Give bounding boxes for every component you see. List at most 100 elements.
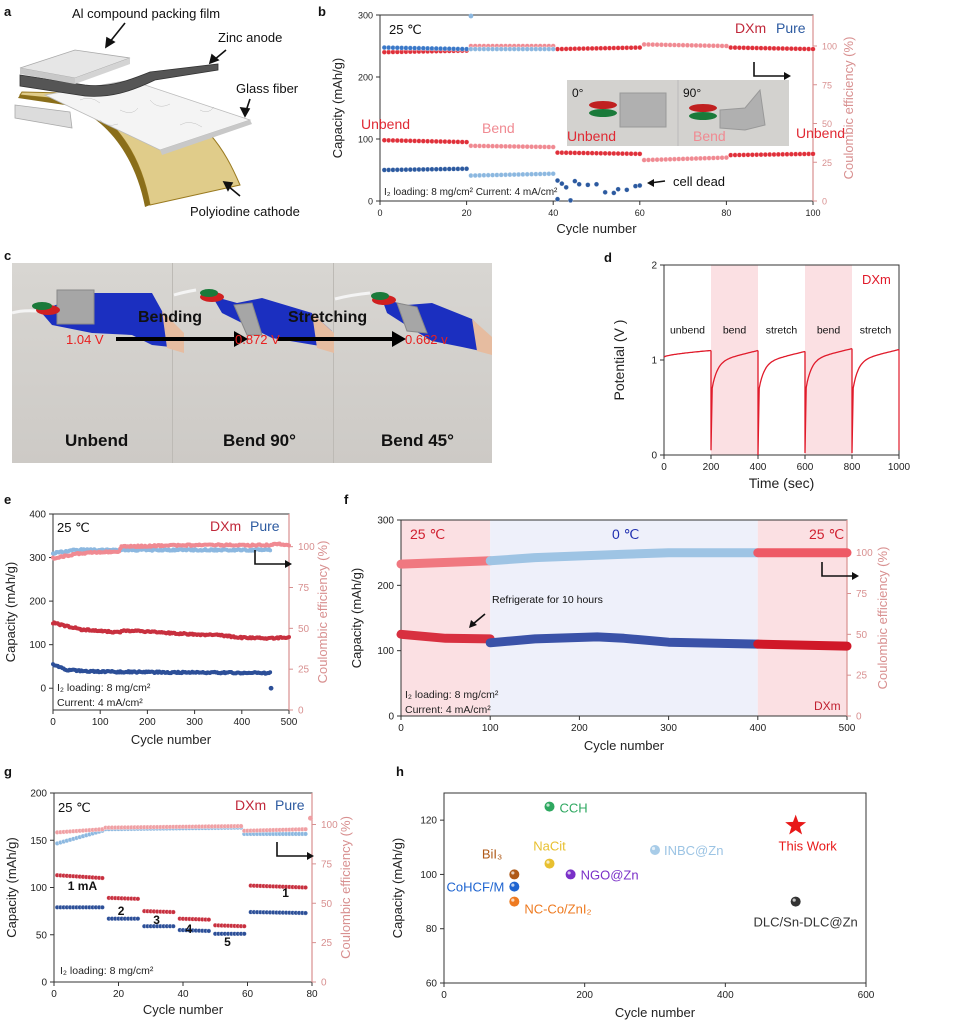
dxm-ce-point <box>811 47 816 52</box>
x-tick-label: 500 <box>839 723 856 734</box>
y-tick-label: 50 <box>36 930 48 941</box>
y2-tick-label: 100 <box>321 820 338 831</box>
pure-capacity-point <box>242 932 246 936</box>
point-label-bii-: BiI₃ <box>482 846 502 861</box>
point-marker-nacit <box>545 859 555 869</box>
pure-capacity-point <box>268 670 272 674</box>
x-tick-label: 80 <box>721 208 731 218</box>
x-tick-label: 60 <box>242 989 254 1000</box>
loading-note: I₂ loading: 8 mg/cm² <box>57 682 151 694</box>
point-label-nacit: NaCit <box>533 839 566 854</box>
y2-tick-label: 50 <box>856 630 868 641</box>
point-label-this-work: This Work <box>779 839 838 854</box>
y2-tick-label: 50 <box>298 624 310 635</box>
point-label-inbc-zn: INBC@Zn <box>664 843 723 858</box>
temperature-label: 25 ℃ <box>57 520 90 535</box>
inset-battery-flat <box>620 93 666 127</box>
chart-e-long-cycling: 0 100 200 300 400 50001002003004000255075100 C… <box>0 490 370 750</box>
x-tick-label: 0 <box>661 462 667 473</box>
dxm-capacity-point <box>551 145 556 150</box>
y-tick-label: 100 <box>30 883 47 894</box>
pure-capacity-point <box>171 924 175 928</box>
x-tick-label: 300 <box>186 717 203 728</box>
pure-capacity-point <box>637 183 642 188</box>
y-tick-label: 100 <box>420 870 437 881</box>
point-highlight <box>511 871 514 874</box>
x-tick-label: 0 <box>377 208 382 218</box>
segment-label-bend: Bend <box>693 128 726 144</box>
voltage-bend-90: 0.872 V <box>235 332 280 347</box>
y2-axis-title: Coulombic efficiency (%) <box>338 816 353 959</box>
dxm-capacity-point <box>303 885 307 889</box>
y2-tick-label: 0 <box>856 712 862 723</box>
segment-label-bend: Bend <box>482 120 515 136</box>
x-tick-label: 60 <box>635 208 645 218</box>
loading-note: I₂ loading: 8 mg/cm² <box>405 689 499 701</box>
pure-capacity-point <box>603 190 608 195</box>
plot-frame <box>444 793 866 983</box>
x-tick-label: 100 <box>92 717 109 728</box>
rate-label: 3 <box>153 913 160 927</box>
point-label-cohcf-m: CoHCF/M <box>447 880 505 895</box>
x-tick-label: 1000 <box>888 462 911 473</box>
inset-green-clip <box>689 112 717 120</box>
point-label-dlc-sn-dlc-zn: DLC/Sn-DLC@Zn <box>754 915 858 930</box>
point-marker-cohcf-m <box>509 882 519 892</box>
y2-tick-label: 75 <box>321 859 333 870</box>
potential-curve-stretch <box>758 351 805 456</box>
layer-label-glass-fiber: Glass fiber <box>236 81 299 96</box>
x-tick-label: 400 <box>233 717 250 728</box>
temperature-label: 25 ℃ <box>389 22 422 37</box>
dxm-ce-point <box>303 827 307 831</box>
inset-label-90deg: 90° <box>683 86 701 100</box>
y2-tick-label: 0 <box>321 978 327 989</box>
temperature-region <box>401 520 490 716</box>
y-tick-label: 200 <box>377 581 394 592</box>
dxm-capacity-point <box>207 917 211 921</box>
point-highlight <box>546 803 549 806</box>
ce-axis-arrow <box>277 842 307 856</box>
capacity-band-25c-after <box>758 644 847 646</box>
point-marker-bii- <box>509 869 519 879</box>
loading-note: I₂ loading: 8 mg/cm² Current: 4 mA/cm² <box>384 187 558 198</box>
shaded-region-bend <box>711 265 758 455</box>
x-tick-label: 200 <box>571 723 588 734</box>
rate-label: 1 <box>282 886 289 900</box>
dxm-ce-point <box>637 45 642 50</box>
pure-capacity-point <box>568 198 573 203</box>
point-marker-ngo-zn <box>566 869 576 879</box>
current-note: Current: 4 mA/cm² <box>57 697 143 709</box>
pure-capacity-point <box>594 182 599 187</box>
x-tick-label: 800 <box>844 462 861 473</box>
al-film-bottom <box>15 105 72 128</box>
y2-tick-label: 50 <box>321 899 333 910</box>
y-axis-title: Capacity (mAh/g) <box>330 58 345 158</box>
pure-capacity-point <box>303 911 307 915</box>
y-tick-label: 150 <box>30 836 47 847</box>
segment-label-unbend: Unbend <box>567 128 616 144</box>
y-tick-label: 1 <box>651 356 657 367</box>
plot-frame <box>664 265 899 455</box>
x-tick-label: 80 <box>306 989 318 1000</box>
y-tick-label: 300 <box>29 553 46 564</box>
y-tick-label: 0 <box>40 684 46 695</box>
region-label-unbend: unbend <box>670 324 705 336</box>
label-stretching: Stretching <box>288 309 367 327</box>
y-tick-label: 200 <box>358 73 373 83</box>
voltage-unbend: 1.04 V <box>66 332 104 347</box>
rate-label: 5 <box>224 935 231 949</box>
region-label-stretch: stretch <box>766 324 798 336</box>
y2-tick-label: 100 <box>856 548 873 559</box>
pure-capacity-point <box>585 182 590 187</box>
x-axis-title: Time (sec) <box>749 475 815 491</box>
y-tick-label: 0 <box>388 712 394 723</box>
x-tick-label: 600 <box>858 990 875 1001</box>
potential-curve-stretch <box>852 349 899 454</box>
x-axis-title: Cycle number <box>615 1005 696 1020</box>
rate-label: 4 <box>185 922 192 936</box>
legend-pure: Pure <box>250 518 280 534</box>
y2-tick-label: 25 <box>822 158 832 168</box>
pure-capacity-point <box>136 916 140 920</box>
ce-band-25c <box>401 561 490 564</box>
inset-label-0deg: 0° <box>572 86 584 100</box>
